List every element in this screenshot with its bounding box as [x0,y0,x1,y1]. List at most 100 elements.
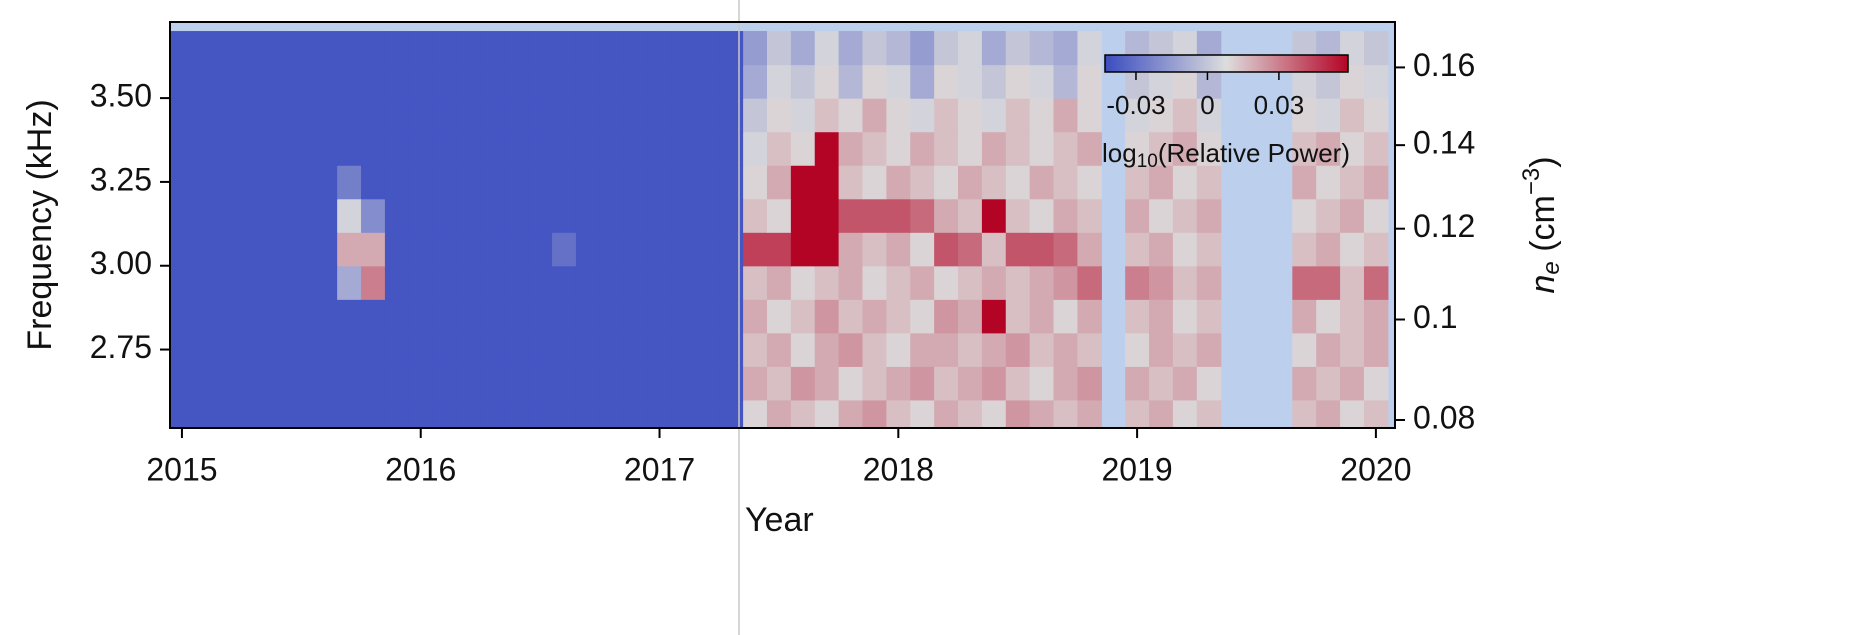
heatmap-cell [456,98,482,133]
heatmap-cell [1196,399,1222,428]
heatmap-cell [170,98,195,133]
heatmap-cell [1149,232,1174,267]
y-tick-label: 3.25 [90,161,152,197]
heatmap-cell [671,299,696,334]
heatmap-cell [1125,299,1150,334]
heatmap-cell [790,131,816,166]
heatmap-cell [361,232,386,267]
heatmap-cell [695,131,720,166]
heatmap-cell [671,332,696,367]
heatmap-cell [981,366,1007,401]
heatmap-cell [743,366,768,401]
heatmap-cell [695,31,720,66]
heatmap-cell [1172,165,1198,200]
heatmap-cell [528,64,553,99]
heatmap-cell [1340,265,1365,300]
heatmap-cell [958,366,983,401]
heatmap-cell [1149,399,1174,428]
heatmap-cell [1292,232,1317,267]
heatmap-cell [981,198,1007,233]
heatmap-cell [193,366,219,401]
heatmap-cell [1316,165,1341,200]
heatmap-cell [504,265,529,300]
heatmap-cell [313,98,338,133]
heatmap-cell [886,299,911,334]
heatmap-cell [599,64,625,99]
heatmap-cell [647,232,673,267]
heatmap-cell [1316,299,1341,334]
heatmap-cell [265,299,290,334]
heatmap-cell [193,265,219,300]
heatmap-cell [1005,232,1031,267]
heatmap-cell [1077,299,1102,334]
heatmap-cell [432,131,458,166]
heatmap-cell [384,64,410,99]
heatmap-cell [170,332,195,367]
heatmap-cell [1340,399,1365,428]
heatmap-cell [958,98,983,133]
heatmap-cell [695,198,720,233]
heatmap-cell [408,265,434,300]
heatmap-cell [599,399,625,428]
heatmap-cell [862,299,887,334]
heatmap-cell [408,332,434,367]
x-tick-label: 2016 [385,451,456,487]
heatmap-cell [265,265,290,300]
heatmap-cell [1029,165,1055,200]
heatmap-cell [958,131,983,166]
heatmap-cell [1196,366,1222,401]
heatmap-cell [1077,165,1102,200]
heatmap-cell [552,165,577,200]
heatmap-cell [934,399,959,428]
heatmap-cell [934,165,959,200]
heatmap-cell [193,31,219,66]
heatmap-cell [313,265,338,300]
heatmap-cell [289,131,314,166]
heatmap-cell [599,265,625,300]
heatmap-cell [1340,366,1365,401]
heatmap-cell [1316,366,1341,401]
heatmap-cell [1053,299,1079,334]
heatmap-cell [1029,31,1055,66]
heatmap-cell [337,366,362,401]
heatmap-cell [958,165,983,200]
heatmap-cell [432,332,458,367]
heatmap-cell [313,198,338,233]
heatmap-cell [1292,399,1317,428]
heatmap-cell [623,131,649,166]
heatmap-cell [790,31,816,66]
heatmap-cell [766,165,792,200]
heatmap-cell [981,232,1007,267]
heatmap-cell [408,198,434,233]
heatmap-cell [1077,265,1102,300]
heatmap-cell [1340,332,1365,367]
heatmap-cell [838,98,864,133]
heatmap-cell [910,332,935,367]
heatmap-cell [217,265,243,300]
heatmap-cell [1316,332,1341,367]
heatmap-cell [528,399,553,428]
heatmap-cell [862,131,887,166]
heatmap-cell [289,399,314,428]
heatmap-cell [217,232,243,267]
heatmap-cell [217,366,243,401]
heatmap-cell [623,98,649,133]
y-tick-label: 3.50 [90,78,152,114]
heatmap-cell [1172,232,1198,267]
heatmap-cell [1125,265,1150,300]
heatmap-cell [265,64,290,99]
heatmap-cell [766,198,792,233]
heatmap-cell [1340,131,1365,166]
heatmap-cell [1172,98,1198,133]
heatmap-cell [814,198,840,233]
heatmap-cell [1029,131,1055,166]
heatmap-cell [504,332,529,367]
heatmap-cell [838,31,864,66]
heatmap-cell [1316,265,1341,300]
heatmap-cell [599,31,625,66]
heatmap-cell [337,399,362,428]
heatmap-cell [886,131,911,166]
heatmap-cell [814,131,840,166]
heatmap-cell [671,265,696,300]
